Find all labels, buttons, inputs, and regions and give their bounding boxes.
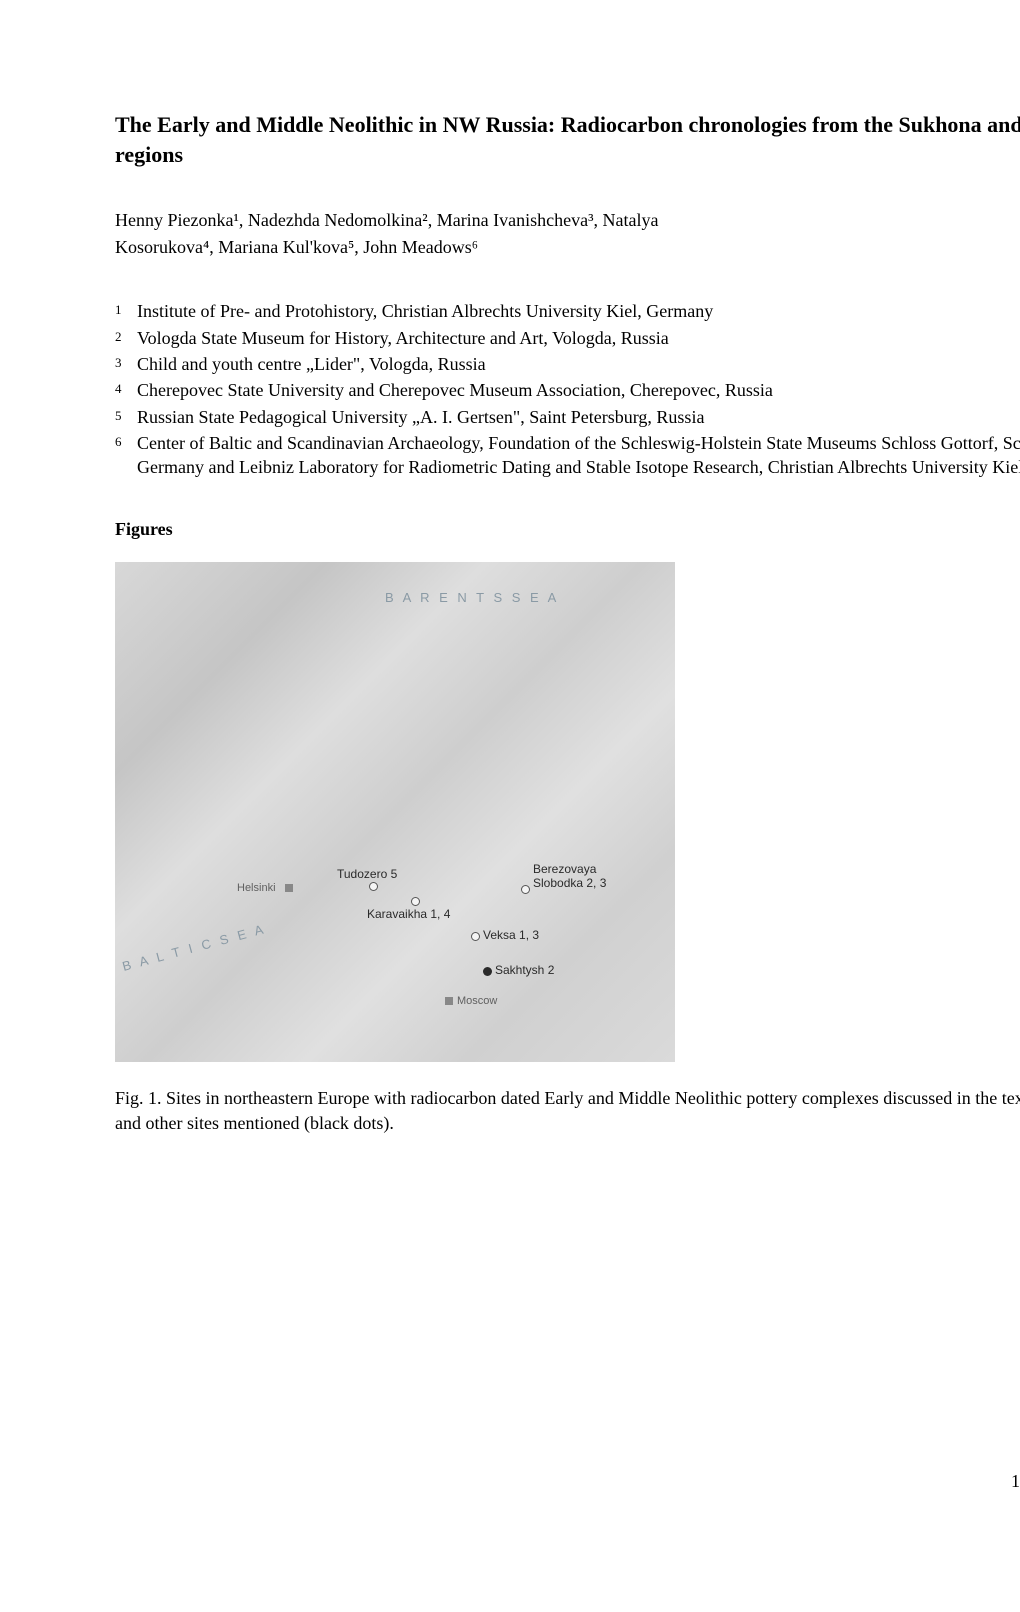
affiliation-item: 2 Vologda State Museum for History, Arch… <box>115 326 1020 350</box>
page: The Early and Middle Neolithic in NW Rus… <box>115 110 1020 1552</box>
paper-title: The Early and Middle Neolithic in NW Rus… <box>115 110 1020 169</box>
map-water-label: B A L T I C S E A <box>121 922 268 975</box>
affiliation-text: Vologda State Museum for History, Archit… <box>137 326 1020 350</box>
figure-1-caption: Fig. 1. Sites in northeastern Europe wit… <box>115 1086 1020 1135</box>
affiliation-text: Russian State Pedagogical University „A.… <box>137 405 1020 429</box>
authors-block: Henny Piezonka¹, Nadezhda Nedomolkina², … <box>115 207 1020 261</box>
site-label: Tudozero 5 <box>337 867 397 881</box>
city-marker <box>445 997 453 1005</box>
affiliation-text: Cherepovec State University and Cherepov… <box>137 378 1020 402</box>
affiliation-item: 3 Child and youth centre „Lider", Vologd… <box>115 352 1020 376</box>
authors-line-2: Kosorukova⁴, Mariana Kul'kova⁵, John Mea… <box>115 234 1020 261</box>
figure-1-map: B A R E N T S S E A B A L T I C S E A Hels… <box>115 562 675 1062</box>
site-marker-white <box>471 932 480 941</box>
site-label: Sakhtysh 2 <box>495 963 554 977</box>
affiliation-text: Institute of Pre- and Protohistory, Chri… <box>137 299 1020 323</box>
site-marker-white <box>411 897 420 906</box>
city-label: Moscow <box>457 995 497 1007</box>
authors-line-1: Henny Piezonka¹, Nadezhda Nedomolkina², … <box>115 207 1020 234</box>
affiliation-number: 6 <box>115 431 137 451</box>
affiliation-item: 1 Institute of Pre- and Protohistory, Ch… <box>115 299 1020 323</box>
affiliations-list: 1 Institute of Pre- and Protohistory, Ch… <box>115 299 1020 479</box>
site-label: Karavaikha 1, 4 <box>367 907 450 921</box>
site-marker-black <box>483 967 492 976</box>
city-label: Helsinki <box>237 882 276 894</box>
site-marker-white <box>521 885 530 894</box>
affiliation-number: 3 <box>115 352 137 372</box>
city-marker <box>285 884 293 892</box>
affiliation-item: 4 Cherepovec State University and Cherep… <box>115 378 1020 402</box>
site-label: BerezovayaSlobodka 2, 3 <box>533 863 606 889</box>
affiliation-text: Child and youth centre „Lider", Vologda,… <box>137 352 1020 376</box>
affiliation-number: 1 <box>115 299 137 319</box>
affiliation-number: 2 <box>115 326 137 346</box>
affiliation-number: 4 <box>115 378 137 398</box>
affiliation-item: 5 Russian State Pedagogical University „… <box>115 405 1020 429</box>
affiliation-item: 6 Center of Baltic and Scandinavian Arch… <box>115 431 1020 480</box>
affiliation-text: Center of Baltic and Scandinavian Archae… <box>137 431 1020 480</box>
site-label: Veksa 1, 3 <box>483 928 539 942</box>
figures-heading: Figures <box>115 519 1020 540</box>
site-marker-white <box>369 882 378 891</box>
map-water-label: B A R E N T S S E A <box>385 590 559 605</box>
page-number: 1 <box>1011 1471 1020 1492</box>
affiliation-number: 5 <box>115 405 137 425</box>
